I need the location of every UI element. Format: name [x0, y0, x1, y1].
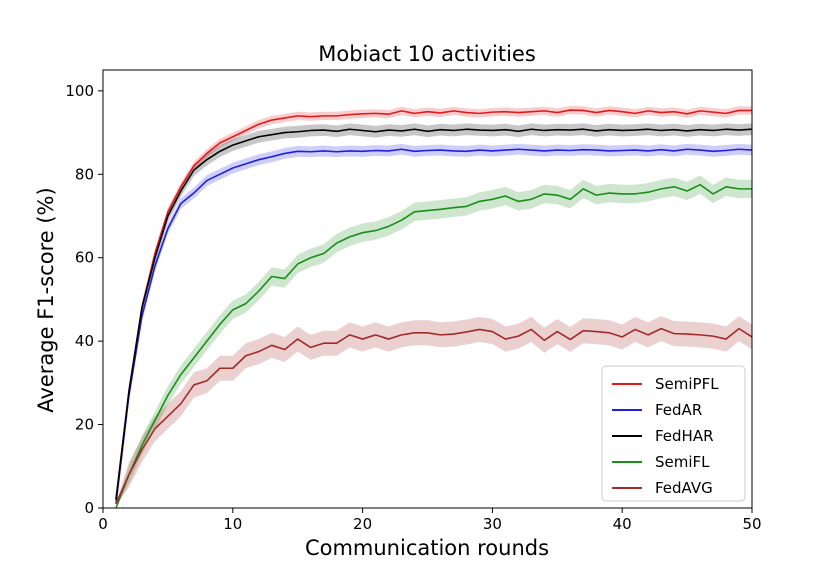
x-tick-label-0: 0	[98, 515, 108, 533]
line-fedhar	[115, 128, 753, 500]
line-semipfl	[115, 109, 752, 500]
legend-box	[601, 365, 746, 502]
band-fedavg	[115, 316, 753, 506]
x-tick-label-50: 50	[742, 515, 761, 533]
legend-label-semifl: SemiFL	[655, 453, 710, 471]
x-axis-label: Communication rounds	[305, 536, 549, 560]
plot-frame	[102, 69, 753, 509]
x-tick-label-20: 20	[353, 515, 372, 533]
x-axis-ticks: 0 10 20 30 40 50	[98, 508, 762, 533]
y-tick-label-80: 80	[75, 165, 94, 183]
legend-label-semipfl: SemiPFL	[655, 375, 719, 393]
line-fedar	[115, 148, 753, 504]
y-tick-label-40: 40	[75, 332, 94, 350]
legend-label-fedhar: FedHAR	[655, 427, 714, 445]
line-fedavg	[115, 327, 753, 505]
y-axis-label: Average F1-score (%)	[34, 187, 58, 412]
x-tick-label-40: 40	[613, 515, 632, 533]
line-semifl	[115, 183, 752, 509]
legend: SemiPFL FedAR FedHAR SemiFL FedAVG	[601, 365, 746, 502]
x-tick-label-30: 30	[483, 515, 502, 533]
y-tick-label-0: 0	[84, 499, 94, 517]
legend-label-fedar: FedAR	[655, 401, 702, 419]
series-lines	[115, 109, 753, 509]
y-tick-label-60: 60	[75, 249, 94, 267]
chart-title: Mobiact 10 activities	[318, 42, 536, 66]
y-tick-label-20: 20	[75, 416, 94, 434]
y-axis-ticks: 0 20 40 60 80 100	[65, 82, 103, 517]
confidence-bands	[115, 105, 753, 508]
legend-label-fedavg: FedAVG	[655, 479, 713, 497]
x-tick-label-10: 10	[223, 515, 242, 533]
y-tick-label-100: 100	[65, 82, 94, 100]
